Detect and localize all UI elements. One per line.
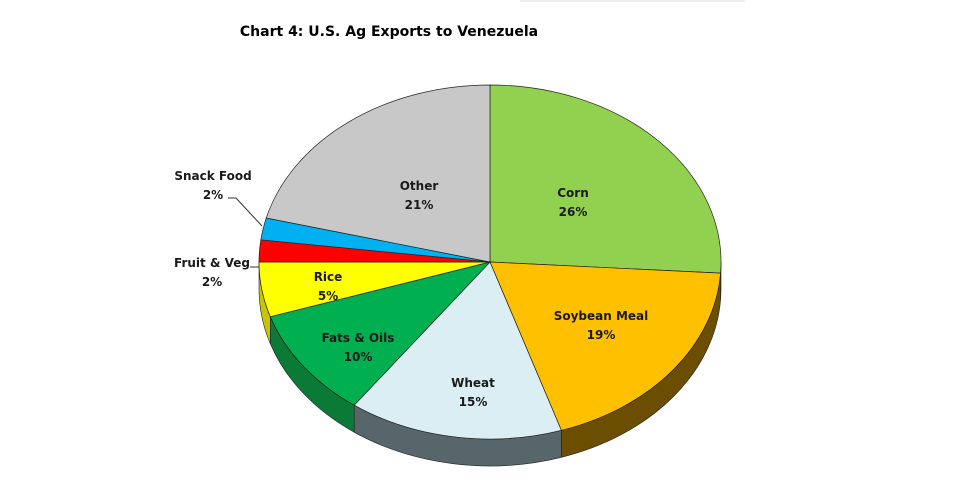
pie-slice-soybean-meal — [489, 261, 721, 431]
slice-label-fats-oils: Fats & Oils — [322, 331, 395, 345]
slice-value-snack-food: 2% — [203, 188, 223, 202]
slice-label-fruit-veg: Fruit & Veg — [174, 256, 250, 270]
slice-value-corn: 26% — [559, 205, 588, 219]
pie-slice-fats-oils — [269, 261, 492, 406]
slice-label-other: Other — [400, 179, 439, 193]
slice-label-corn: Corn — [557, 186, 589, 200]
pie-slice-other — [265, 84, 491, 263]
slice-value-wheat: 15% — [459, 395, 488, 409]
slice-value-other: 21% — [405, 198, 434, 212]
slice-label-rice: Rice — [314, 270, 343, 284]
pie-slice-wheat — [353, 261, 562, 440]
chart-title: Chart 4: U.S. Ag Exports to Venezuela — [240, 24, 538, 40]
slice-value-soybean-meal: 19% — [587, 328, 616, 342]
leader-line-snack-food — [228, 197, 263, 227]
slice-value-rice: 5% — [318, 289, 338, 303]
pie-slice-corn — [489, 84, 722, 274]
slice-label-wheat: Wheat — [451, 376, 495, 390]
slice-value-fats-oils: 10% — [344, 350, 373, 364]
slice-value-fruit-veg: 2% — [202, 275, 222, 289]
slice-label-snack-food: Snack Food — [174, 169, 251, 183]
slice-label-soybean-meal: Soybean Meal — [554, 309, 649, 323]
